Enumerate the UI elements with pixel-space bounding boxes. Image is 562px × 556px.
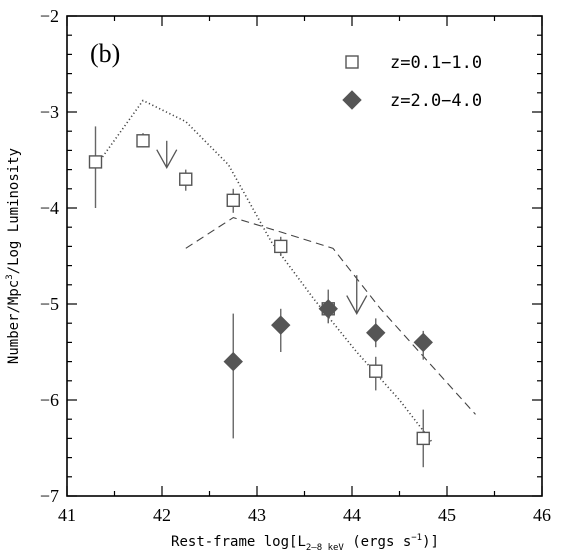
x-tick-label: 44 [343,505,361,525]
panel-label: (b) [90,39,120,68]
data-point-low-z [226,193,240,208]
data-point-high-z [223,351,243,372]
y-tick-label: −2 [40,6,59,26]
data-point-high-z [366,323,386,343]
data-markers [88,134,433,446]
data-point-low-z [88,155,103,169]
dashed-model-curve [185,216,476,415]
data-point-high-z [413,332,433,353]
data-point-low-z [136,134,150,148]
upper-limit-arrow-head [156,149,178,170]
upper-limit-arrows [156,140,368,315]
data-point-low-z [416,431,430,446]
data-point-low-z [274,239,288,254]
legend-square-marker [345,55,359,69]
upper-limit-arrow-head [346,295,368,315]
y-tick-label: −5 [40,294,59,314]
x-axis-title: Rest-frame log[L2–8 keV (ergs s−1)] [171,533,439,553]
data-point-low-z [179,172,193,186]
y-tick-label: −7 [40,486,59,506]
model-curves [99,99,476,444]
y-axis-title: Number/Mpc3/Log Luminosity [5,148,22,364]
x-tick-label: 43 [248,505,266,525]
legend-label-high-z: z=2.0−4.0 [390,91,482,111]
x-tick-label: 42 [153,505,171,525]
x-tick-label: 45 [438,505,456,525]
y-tick-label: −4 [40,198,59,218]
y-tick-label: −3 [40,102,59,122]
data-point-low-z [369,364,383,378]
data-point-high-z [271,315,291,335]
x-tick-label: 41 [58,505,76,525]
x-tick-label: 46 [533,505,551,525]
x-tick-labels: 41 42 43 44 45 46 [58,505,551,525]
y-tick-labels: −7 −6 −5 −4 −3 −2 [40,6,59,506]
y-tick-label: −6 [40,390,59,410]
legend-diamond-marker [342,90,362,110]
legend: z=0.1−1.0 z=2.0−4.0 [342,53,482,111]
axis-ticks [66,15,543,497]
data-point-high-z [318,299,338,319]
legend-marker-open-square [345,55,359,69]
legend-label-low-z: z=0.1−1.0 [390,53,482,73]
legend-marker-filled-diamond [342,90,362,110]
